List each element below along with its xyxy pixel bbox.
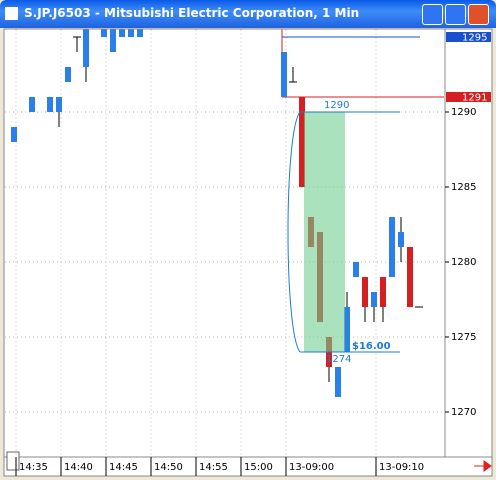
plot-area — [3, 28, 446, 458]
scroll-box[interactable] — [6, 451, 20, 471]
y-tick-label: 1280 — [451, 257, 476, 268]
x-tick-label: 13-09:00 — [289, 462, 334, 473]
chart: 1290 1274$16.00 1270 1275 1280 1285 1290 14:35… — [3, 28, 493, 477]
price-label-box — [446, 32, 491, 42]
candle-body — [11, 127, 17, 142]
minimize-button[interactable] — [422, 4, 443, 25]
scroll-arrow[interactable] — [474, 460, 492, 472]
close-button[interactable] — [468, 4, 489, 25]
price-label: 1291 — [462, 93, 487, 104]
candle-body — [371, 292, 377, 307]
x-tick-label: 14:50 — [154, 462, 183, 473]
candle-body — [335, 367, 341, 397]
candle-body — [47, 97, 53, 112]
x-tick-label: 14:40 — [64, 462, 93, 473]
x-tick-label: 14:45 — [109, 462, 138, 473]
candle-body — [65, 67, 71, 82]
x-tick-label: 14:35 — [19, 462, 48, 473]
candle-body — [380, 277, 386, 307]
price-label-box — [446, 92, 491, 102]
measure-start-label: 1290 — [324, 100, 349, 111]
measure-band — [304, 112, 345, 352]
candle-body — [29, 97, 35, 112]
measure-end-label: 1274 — [326, 354, 351, 365]
candle-body — [344, 307, 350, 352]
x-axis-panel — [3, 456, 493, 477]
y-tick-label: 1270 — [451, 407, 476, 418]
candle-body — [128, 29, 134, 37]
candle-body — [353, 262, 359, 277]
y-tick-label: 1285 — [451, 182, 476, 193]
candle-body — [281, 52, 287, 97]
x-tick-label: 13-09:10 — [379, 462, 424, 473]
measure-bracket — [287, 111, 301, 353]
candle-body — [407, 247, 413, 307]
candle-body — [110, 29, 116, 52]
window-icon — [5, 7, 18, 20]
measure-value-label: $16.00 — [352, 341, 391, 352]
candle-body — [119, 29, 125, 37]
candle-body — [101, 29, 107, 37]
x-tick-label: 14:55 — [199, 462, 228, 473]
window-title: S.JP.J6503 - Mitsubishi Electric Corpora… — [24, 6, 360, 20]
price-label: 1295 — [462, 33, 487, 44]
x-tick-label: 15:00 — [244, 462, 273, 473]
candle-body — [56, 97, 62, 112]
candle-body — [137, 29, 143, 37]
maximize-button[interactable] — [445, 4, 466, 25]
candle-body — [299, 97, 305, 187]
candle-body — [83, 29, 89, 67]
candle-body — [398, 232, 404, 247]
title-bar: S.JP.J6503 - Mitsubishi Electric Corpora… — [0, 0, 496, 28]
candle-body — [362, 277, 368, 307]
candle-body — [389, 217, 395, 277]
y-tick-label: 1275 — [451, 332, 476, 343]
y-tick-label: 1290 — [451, 107, 476, 118]
